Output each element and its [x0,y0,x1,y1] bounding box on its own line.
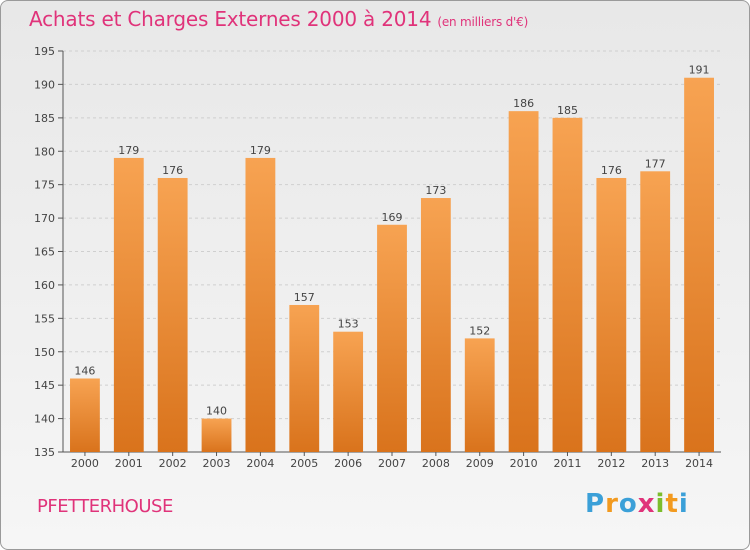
x-tick-label: 2009 [466,457,494,470]
bar-2004 [245,157,276,452]
x-tick-label: 2006 [334,457,362,470]
chart-title: Achats et Charges Externes 2000 à 2014 (e… [29,7,528,31]
x-tick-label: 2014 [685,457,713,470]
logo-letter: r [605,489,619,519]
bar-value-label: 169 [382,211,403,224]
bar-value-label: 179 [250,144,271,157]
x-tick-label: 2002 [159,457,187,470]
bar-value-label: 179 [118,144,139,157]
y-tick-label: 165 [34,246,55,259]
bar-value-label: 191 [689,64,710,77]
y-tick-label: 185 [34,112,55,125]
y-tick-label: 175 [34,179,55,192]
bars [70,77,714,453]
y-tick-label: 190 [34,78,55,91]
bar-value-label: 177 [645,157,666,170]
logo-letter: i [678,489,689,519]
bar-2003 [201,418,232,452]
bar-value-label: 153 [338,318,359,331]
x-tick-label: 2003 [203,457,231,470]
proxiti-logo[interactable]: Proxiti [585,489,689,519]
bar-value-label: 186 [513,97,534,110]
x-tick-label: 2005 [290,457,318,470]
bar-value-label: 152 [469,324,490,337]
bar-2006 [333,331,364,452]
bar-2013 [640,171,671,453]
logo-letter: o [618,489,638,519]
x-tick-label: 2013 [641,457,669,470]
x-tick-label: 2000 [71,457,99,470]
y-tick-label: 150 [34,346,55,359]
bar-2000 [70,378,100,452]
city-name: PFETTERHOUSE [37,496,173,517]
bar-2009 [464,338,495,452]
chart-title-text: Achats et Charges Externes 2000 à 2014 [29,7,432,31]
bar-2011 [552,117,583,452]
bar-value-label: 185 [557,104,578,117]
bar-value-label: 176 [601,164,622,177]
bar-value-label: 140 [206,405,227,418]
bar-value-label: 157 [294,291,315,304]
logo-letter: t [665,489,679,519]
x-tick-label: 2010 [510,457,538,470]
bar-value-label: 173 [425,184,446,197]
y-tick-label: 160 [34,279,55,292]
bar-2005 [289,304,320,452]
x-tick-label: 2012 [597,457,625,470]
bar-2001 [113,157,144,452]
x-tick-label: 2008 [422,457,450,470]
bar-2010 [508,111,539,453]
bar-2008 [420,198,451,452]
bar-value-label: 176 [162,164,183,177]
y-tick-label: 195 [34,45,55,58]
y-tick-label: 170 [34,212,55,225]
y-tick-label: 140 [34,413,55,426]
logo-letter: P [585,489,606,519]
bar-value-label: 146 [74,364,95,377]
labels: 135 140 145 150 155 160 165 170 175 180 185 190 195 1… [34,45,713,470]
y-tick-label: 180 [34,145,55,158]
bar-2007 [377,224,407,452]
x-tick-label: 2001 [115,457,143,470]
logo-letter: i [655,489,666,519]
bar-2014 [684,77,714,452]
y-tick-label: 155 [34,312,55,325]
x-tick-label: 2004 [246,457,274,470]
chart-unit: (en milliers d'€) [437,15,529,29]
x-tick-label: 2007 [378,457,406,470]
bar-2002 [157,177,188,452]
logo-letter: x [637,489,656,519]
y-tick-label: 145 [34,379,55,392]
y-tick-label: 135 [34,446,55,459]
x-tick-label: 2011 [553,457,581,470]
bar-2012 [596,177,627,452]
